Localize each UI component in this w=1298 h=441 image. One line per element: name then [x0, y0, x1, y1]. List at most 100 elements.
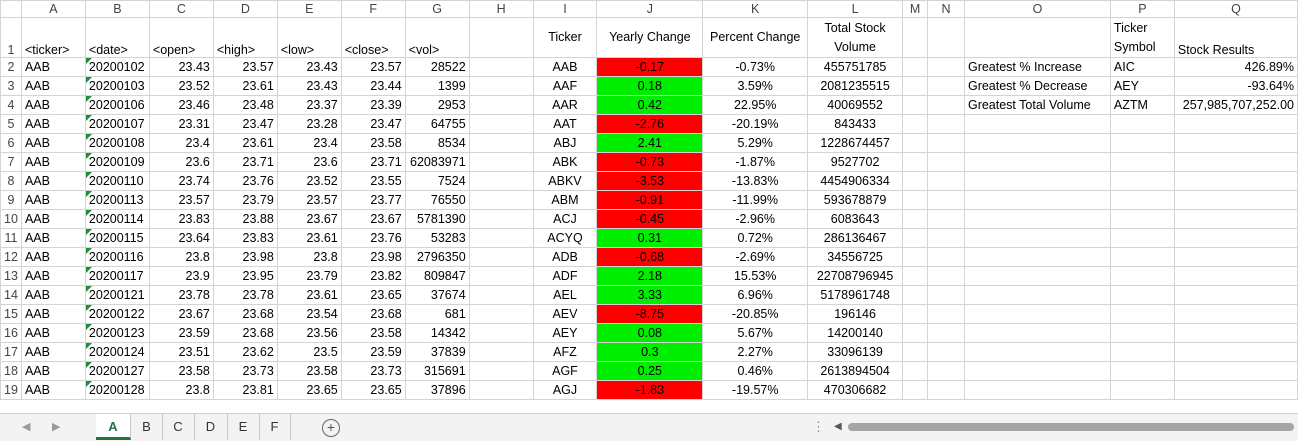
cell-d[interactable]: 23.76 [212, 171, 278, 191]
cell-n[interactable] [927, 76, 965, 96]
cell-c[interactable]: 23.43 [148, 57, 214, 77]
column-header-j[interactable]: J [596, 0, 704, 18]
cell-e[interactable]: 23.61 [276, 285, 342, 305]
cell-m[interactable] [902, 361, 929, 381]
cell-h[interactable] [468, 95, 534, 115]
cell-d[interactable]: 23.62 [212, 342, 278, 362]
cell-c[interactable]: 23.8 [148, 380, 214, 400]
cell-l[interactable]: 34556725 [807, 247, 904, 267]
cell-d[interactable]: 23.57 [212, 57, 278, 77]
cell-e[interactable]: 23.61 [276, 228, 342, 248]
cell-o[interactable] [963, 171, 1111, 191]
cell-f[interactable]: 23.55 [340, 171, 406, 191]
cell-j[interactable]: -2.76 [596, 114, 704, 134]
cell-c[interactable]: 23.74 [148, 171, 214, 191]
cell-b[interactable]: 20200123 [84, 323, 150, 343]
cell-q[interactable] [1173, 228, 1298, 248]
cell-e[interactable]: 23.8 [276, 247, 342, 267]
cell-m[interactable] [902, 323, 929, 343]
cell-l[interactable]: 286136467 [807, 228, 904, 248]
number-as-text-indicator-icon[interactable] [86, 324, 92, 330]
cell-a[interactable]: AAB [20, 380, 86, 400]
cell-i[interactable]: ABK [532, 152, 598, 172]
cell-a[interactable]: AAB [20, 209, 86, 229]
column-header-f[interactable]: F [340, 0, 406, 18]
cell-m[interactable] [902, 76, 929, 96]
cell-f[interactable]: 23.65 [340, 380, 406, 400]
row-header[interactable]: 7 [0, 152, 22, 172]
row-header[interactable]: 13 [0, 266, 22, 286]
number-as-text-indicator-icon[interactable] [86, 381, 92, 387]
cell-k1[interactable]: Percent Change [702, 17, 809, 58]
cell-h[interactable] [468, 380, 534, 400]
cell-f[interactable]: 23.59 [340, 342, 406, 362]
cell-b[interactable]: 20200128 [84, 380, 150, 400]
cell-k[interactable]: 15.53% [702, 266, 809, 286]
cell-d[interactable]: 23.47 [212, 114, 278, 134]
cell-a[interactable]: AAB [20, 190, 86, 210]
add-sheet-icon[interactable]: + [322, 419, 340, 437]
cell-c[interactable]: 23.64 [148, 228, 214, 248]
cell-l[interactable]: 1228674457 [807, 133, 904, 153]
cell-o[interactable]: Greatest Total Volume [963, 95, 1111, 115]
number-as-text-indicator-icon[interactable] [86, 77, 92, 83]
column-header-b[interactable]: B [84, 0, 150, 18]
cell-h[interactable] [468, 114, 534, 134]
number-as-text-indicator-icon[interactable] [86, 343, 92, 349]
number-as-text-indicator-icon[interactable] [86, 115, 92, 121]
cell-j[interactable]: -1.83 [596, 380, 704, 400]
cell-e[interactable]: 23.37 [276, 95, 342, 115]
cell-p[interactable] [1109, 266, 1175, 286]
cell-p1[interactable]: Ticker Symbol [1109, 17, 1175, 58]
cell-l[interactable]: 9527702 [807, 152, 904, 172]
cell-p[interactable] [1109, 152, 1175, 172]
cell-e[interactable]: 23.6 [276, 152, 342, 172]
cell-j[interactable]: 0.31 [596, 228, 704, 248]
cell-q[interactable] [1173, 361, 1298, 381]
cell-i[interactable]: ABJ [532, 133, 598, 153]
cell-j[interactable]: 0.42 [596, 95, 704, 115]
cell-q[interactable]: 257,985,707,252.00 [1173, 95, 1298, 115]
cell-b[interactable]: 20200114 [84, 209, 150, 229]
cell-i[interactable]: ABM [532, 190, 598, 210]
cell-c1[interactable]: <open> [148, 17, 214, 58]
cell-g[interactable]: 809847 [404, 266, 470, 286]
sheet-tab-c[interactable]: C [162, 414, 195, 440]
cell-h[interactable] [468, 209, 534, 229]
cell-j1[interactable]: Yearly Change [596, 17, 704, 58]
cell-i[interactable]: AAF [532, 76, 598, 96]
cell-i[interactable]: ABKV [532, 171, 598, 191]
cell-a[interactable]: AAB [20, 133, 86, 153]
column-header-e[interactable]: E [276, 0, 342, 18]
cell-b[interactable]: 20200115 [84, 228, 150, 248]
cell-o[interactable] [963, 247, 1111, 267]
cell-e[interactable]: 23.28 [276, 114, 342, 134]
cell-q[interactable] [1173, 114, 1298, 134]
cell-d[interactable]: 23.61 [212, 76, 278, 96]
row-header[interactable]: 6 [0, 133, 22, 153]
cell-k[interactable]: -2.96% [702, 209, 809, 229]
cell-d1[interactable]: <high> [212, 17, 278, 58]
cell-j[interactable]: -0.45 [596, 209, 704, 229]
cell-f[interactable]: 23.39 [340, 95, 406, 115]
cell-k[interactable]: -0.73% [702, 57, 809, 77]
row-header[interactable]: 18 [0, 361, 22, 381]
cell-c[interactable]: 23.51 [148, 342, 214, 362]
cell-m[interactable] [902, 247, 929, 267]
cell-m[interactable] [902, 209, 929, 229]
cell-q[interactable] [1173, 190, 1298, 210]
cell-g1[interactable]: <vol> [404, 17, 470, 58]
cell-b[interactable]: 20200110 [84, 171, 150, 191]
cell-h[interactable] [468, 190, 534, 210]
cell-k[interactable]: -19.57% [702, 380, 809, 400]
cell-l[interactable]: 196146 [807, 304, 904, 324]
cell-c[interactable]: 23.46 [148, 95, 214, 115]
cell-c[interactable]: 23.4 [148, 133, 214, 153]
cell-q[interactable] [1173, 304, 1298, 324]
cell-p[interactable] [1109, 342, 1175, 362]
cell-c[interactable]: 23.83 [148, 209, 214, 229]
cell-o[interactable] [963, 228, 1111, 248]
cell-j[interactable]: -0.91 [596, 190, 704, 210]
cell-g[interactable]: 53283 [404, 228, 470, 248]
